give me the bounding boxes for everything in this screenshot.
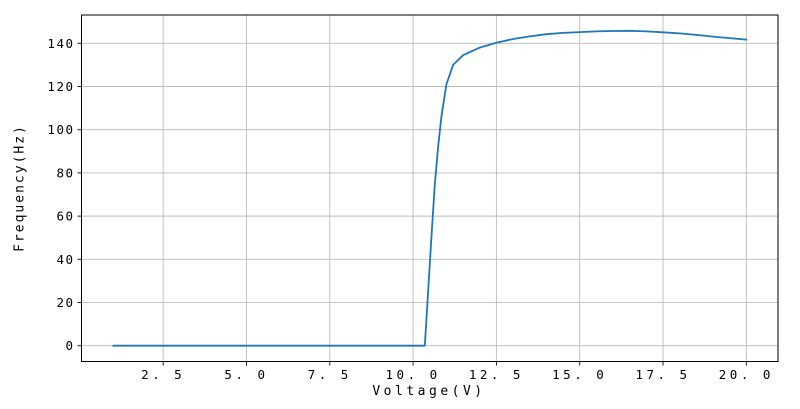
y-tick-label: 0 [65, 338, 74, 353]
y-tick-label: 60 [56, 209, 74, 224]
grid-lines [81, 15, 778, 362]
y-tick-label: 120 [47, 79, 74, 94]
x-tick-label: 17. 5 [635, 367, 690, 382]
x-axis-label: Voltage(V) [372, 384, 486, 399]
y-tick-label: 40 [56, 252, 74, 267]
y-tick-label: 140 [47, 36, 74, 51]
plot-border [81, 14, 779, 362]
y-tick-label: 80 [56, 165, 74, 180]
y-axis-label: Frequency(Hz) [12, 124, 28, 252]
x-tick-label: 10. 0 [386, 367, 441, 382]
x-tick-label: 12. 5 [469, 367, 524, 382]
x-tick-label: 5. 0 [224, 367, 268, 382]
y-tick-label: 100 [47, 122, 74, 137]
x-tick-label: 7. 5 [308, 367, 352, 382]
x-tick-label: 2. 5 [141, 367, 185, 382]
axis-ticks [77, 42, 747, 366]
series-line-frequency-vs-voltage [112, 29, 748, 347]
x-tick-label: 20. 0 [719, 367, 774, 382]
y-tick-label: 20 [56, 295, 74, 310]
x-tick-label: 15. 0 [552, 367, 607, 382]
